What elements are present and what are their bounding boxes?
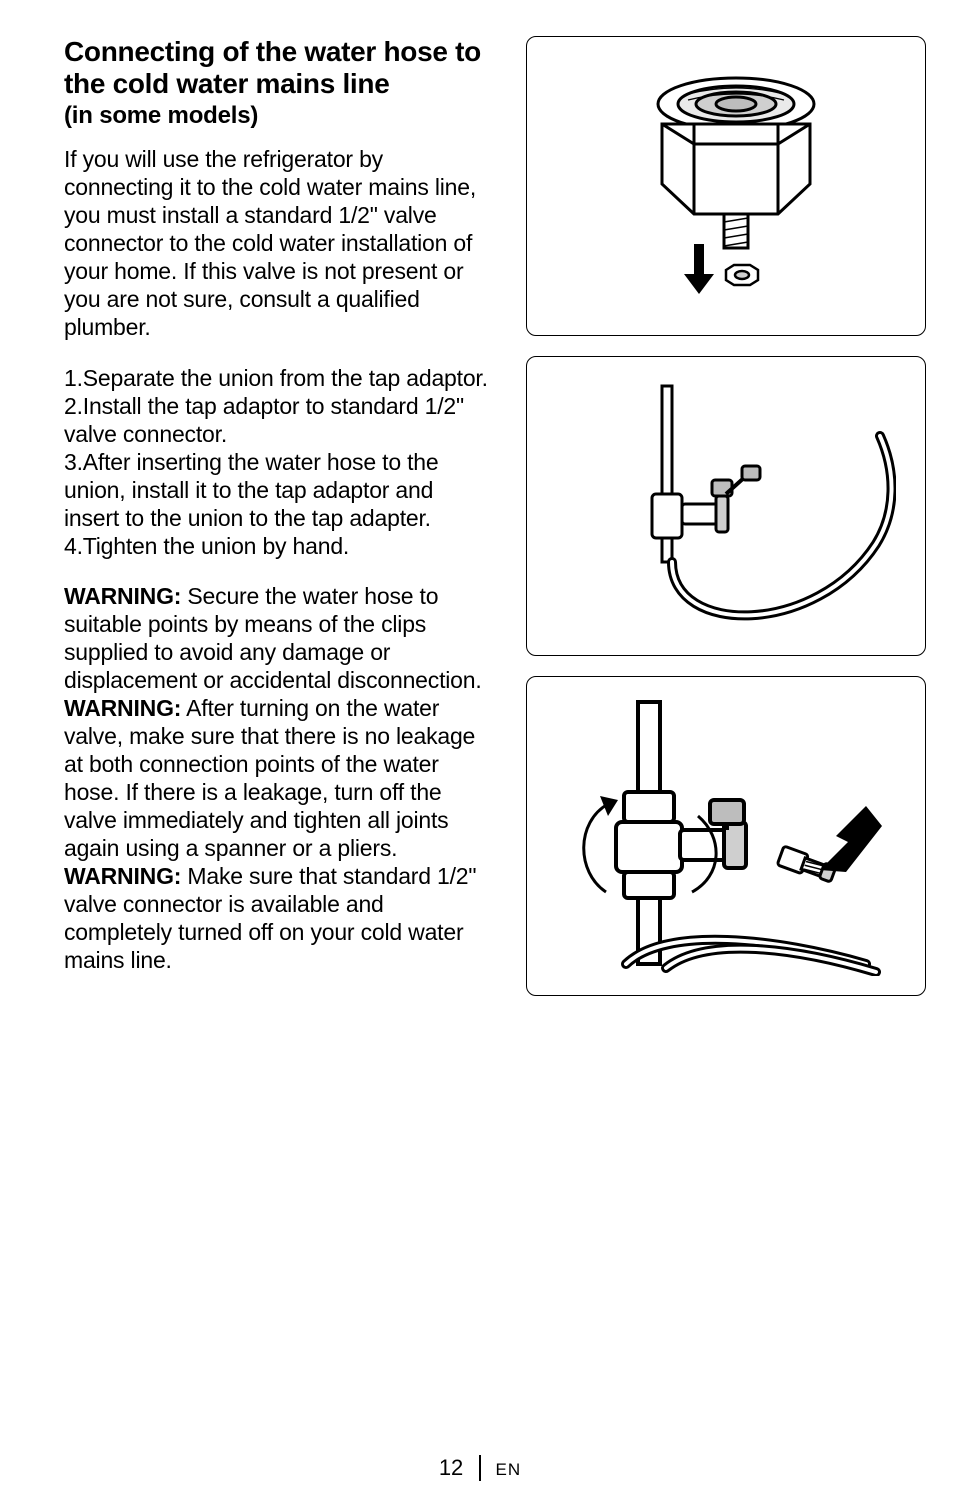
manual-page: Connecting of the water hose to the cold… [0,0,960,1507]
warning-3: WARNING: Make sure that standard 1/2" va… [64,862,494,974]
section-heading: Connecting of the water hose to the cold… [64,36,494,100]
page-number: 12 [439,1455,463,1480]
step-2: 2.Install the tap adaptor to standard 1/… [64,392,494,448]
tighten-union-icon [546,696,906,976]
page-footer: 12 EN [0,1455,960,1481]
warning-label: WARNING: [64,863,181,889]
figure-2 [526,356,926,656]
step-1: 1.Separate the union from the tap adapto… [64,364,494,392]
intro-paragraph: If you will use the refrigerator by conn… [64,145,494,341]
warnings-block: WARNING: Secure the water hose to suitab… [64,582,494,975]
warning-1: WARNING: Secure the water hose to suitab… [64,582,494,694]
step-3: 3.After inserting the water hose to the … [64,448,494,532]
page-language: EN [496,1460,522,1479]
warning-2: WARNING: After turning on the water valv… [64,694,494,862]
figure-3 [526,676,926,996]
figure-column [526,36,926,1016]
step-4: 4.Tighten the union by hand. [64,532,494,560]
two-column-layout: Connecting of the water hose to the cold… [64,36,912,1016]
valve-hose-icon [556,376,896,636]
text-column: Connecting of the water hose to the cold… [64,36,494,1016]
section-subheading: (in some models) [64,102,494,131]
warning-label: WARNING: [64,583,181,609]
figure-1 [526,36,926,336]
warning-label: WARNING: [64,695,181,721]
tap-adaptor-icon [576,56,876,316]
steps-list: 1.Separate the union from the tap adapto… [64,364,494,560]
footer-divider [479,1455,481,1481]
